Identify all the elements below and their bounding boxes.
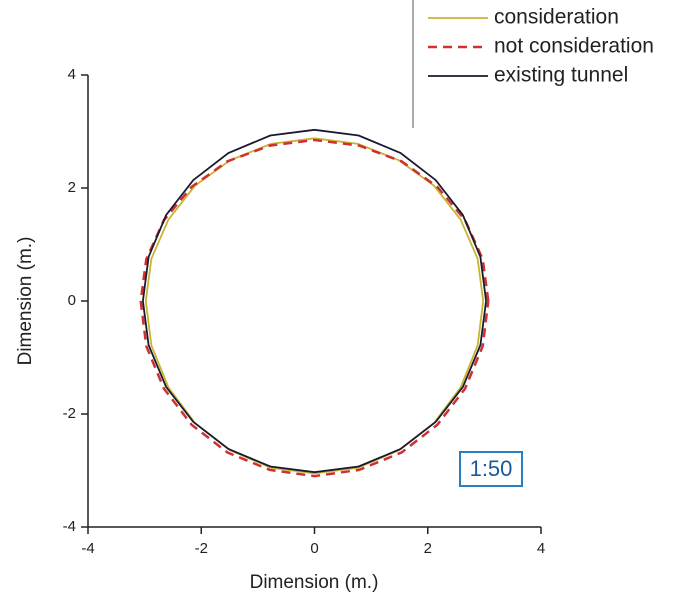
y-tick-label: 4 bbox=[68, 66, 76, 83]
y-tick-label: 0 bbox=[68, 292, 76, 309]
series-line bbox=[141, 128, 487, 474]
y-tick-label: -2 bbox=[63, 405, 76, 422]
x-tick-label: 2 bbox=[424, 540, 432, 557]
legend: consideration not consideration existing t… bbox=[428, 6, 654, 87]
legend-label: existing tunnel bbox=[494, 64, 628, 87]
x-tick-label: -4 bbox=[81, 540, 94, 557]
y-tick-label: -4 bbox=[63, 518, 76, 535]
legend-label: not consideration bbox=[494, 35, 654, 58]
legend-label: consideration bbox=[494, 6, 619, 29]
y-tick-label: 2 bbox=[68, 179, 76, 196]
x-tick-label: -2 bbox=[195, 540, 208, 557]
x-axis-label: Dimension (m.) bbox=[250, 572, 379, 593]
series-line bbox=[144, 137, 485, 475]
annotation-box bbox=[459, 451, 523, 487]
x-tick-label: 4 bbox=[537, 540, 545, 557]
annotation: 1:50 bbox=[470, 456, 513, 481]
series-line bbox=[139, 138, 490, 478]
x-tick-label: 0 bbox=[310, 540, 318, 557]
y-axis-label: Dimension (m.) bbox=[15, 237, 36, 366]
